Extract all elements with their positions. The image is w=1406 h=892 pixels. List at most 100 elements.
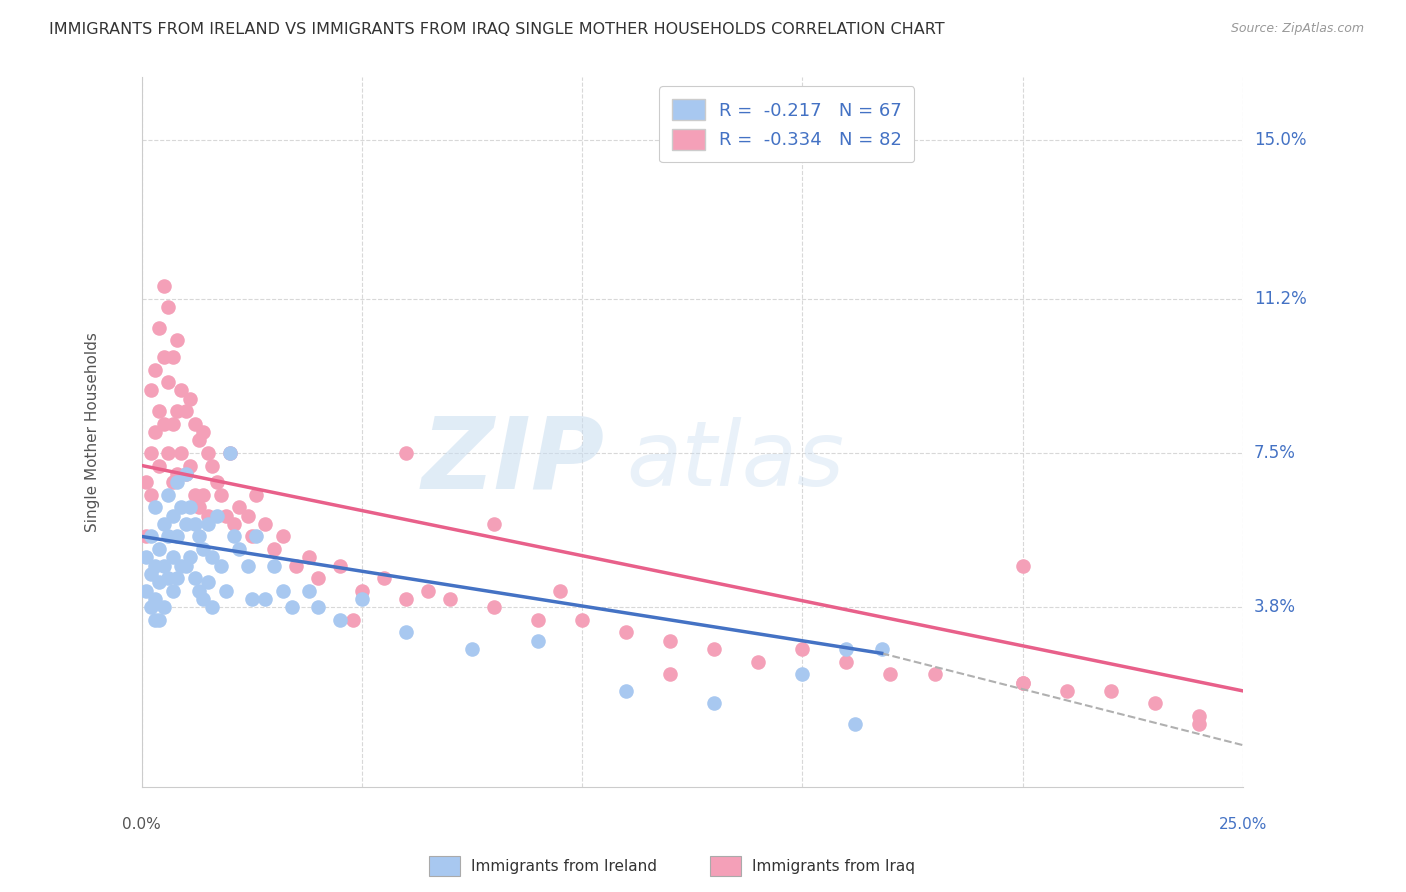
- Point: [224, 529, 246, 543]
- Point: [157, 488, 180, 502]
- Point: [835, 655, 858, 669]
- Point: [298, 583, 321, 598]
- Point: [1188, 709, 1211, 723]
- Point: [162, 417, 184, 431]
- Point: [298, 550, 321, 565]
- Point: [153, 558, 176, 573]
- Text: 3.8%: 3.8%: [1254, 599, 1296, 616]
- Point: [148, 458, 170, 473]
- Point: [174, 404, 197, 418]
- Point: [395, 592, 418, 607]
- Point: [870, 642, 893, 657]
- Point: [844, 717, 866, 731]
- Point: [659, 633, 682, 648]
- Point: [236, 558, 259, 573]
- Point: [614, 684, 637, 698]
- Point: [271, 583, 294, 598]
- Point: [148, 541, 170, 556]
- Point: [170, 446, 193, 460]
- Point: [153, 350, 176, 364]
- Point: [197, 446, 219, 460]
- Text: atlas: atlas: [626, 417, 844, 505]
- Point: [245, 488, 267, 502]
- Point: [183, 417, 205, 431]
- Text: Source: ZipAtlas.com: Source: ZipAtlas.com: [1230, 22, 1364, 36]
- Point: [307, 600, 329, 615]
- Point: [571, 613, 593, 627]
- Point: [219, 446, 242, 460]
- Text: 11.2%: 11.2%: [1254, 290, 1306, 308]
- Point: [703, 642, 725, 657]
- Point: [162, 350, 184, 364]
- Point: [219, 446, 242, 460]
- Point: [1011, 558, 1033, 573]
- Point: [209, 488, 232, 502]
- Point: [439, 592, 461, 607]
- Point: [162, 475, 184, 490]
- Point: [263, 541, 285, 556]
- Point: [395, 625, 418, 640]
- Point: [183, 571, 205, 585]
- Point: [166, 529, 188, 543]
- Point: [342, 613, 364, 627]
- Point: [148, 575, 170, 590]
- Point: [153, 417, 176, 431]
- Point: [139, 384, 162, 398]
- Point: [197, 508, 219, 523]
- Point: [205, 475, 228, 490]
- Point: [1056, 684, 1078, 698]
- Point: [307, 571, 329, 585]
- Point: [139, 529, 162, 543]
- Point: [188, 500, 211, 515]
- Point: [201, 600, 224, 615]
- Point: [174, 467, 197, 481]
- Point: [183, 488, 205, 502]
- Point: [236, 508, 259, 523]
- Point: [201, 458, 224, 473]
- Text: Immigrants from Iraq: Immigrants from Iraq: [752, 859, 915, 873]
- Point: [329, 558, 352, 573]
- Point: [174, 467, 197, 481]
- Point: [162, 550, 184, 565]
- Point: [350, 592, 373, 607]
- Point: [924, 667, 946, 681]
- Point: [139, 446, 162, 460]
- Point: [179, 458, 201, 473]
- Point: [157, 375, 180, 389]
- Point: [614, 625, 637, 640]
- Point: [329, 613, 352, 627]
- Point: [135, 475, 157, 490]
- Point: [228, 541, 250, 556]
- Point: [461, 642, 484, 657]
- Text: Immigrants from Ireland: Immigrants from Ireland: [471, 859, 657, 873]
- Point: [188, 583, 211, 598]
- Point: [188, 434, 211, 448]
- Point: [166, 334, 188, 348]
- Point: [166, 571, 188, 585]
- Point: [228, 500, 250, 515]
- Point: [170, 500, 193, 515]
- Point: [157, 446, 180, 460]
- Point: [350, 583, 373, 598]
- Point: [193, 541, 215, 556]
- Point: [209, 558, 232, 573]
- Point: [135, 529, 157, 543]
- Point: [747, 655, 769, 669]
- Point: [835, 642, 858, 657]
- Point: [271, 529, 294, 543]
- Point: [162, 508, 184, 523]
- Point: [174, 558, 197, 573]
- Point: [527, 633, 550, 648]
- Point: [157, 300, 180, 314]
- Point: [143, 362, 166, 376]
- Point: [139, 567, 162, 582]
- Text: 7.5%: 7.5%: [1254, 444, 1296, 462]
- Point: [548, 583, 571, 598]
- Point: [139, 600, 162, 615]
- Point: [224, 516, 246, 531]
- Point: [162, 583, 184, 598]
- Point: [139, 488, 162, 502]
- Point: [166, 404, 188, 418]
- Text: IMMIGRANTS FROM IRELAND VS IMMIGRANTS FROM IRAQ SINGLE MOTHER HOUSEHOLDS CORRELA: IMMIGRANTS FROM IRELAND VS IMMIGRANTS FR…: [49, 22, 945, 37]
- Text: Single Mother Households: Single Mother Households: [84, 332, 100, 533]
